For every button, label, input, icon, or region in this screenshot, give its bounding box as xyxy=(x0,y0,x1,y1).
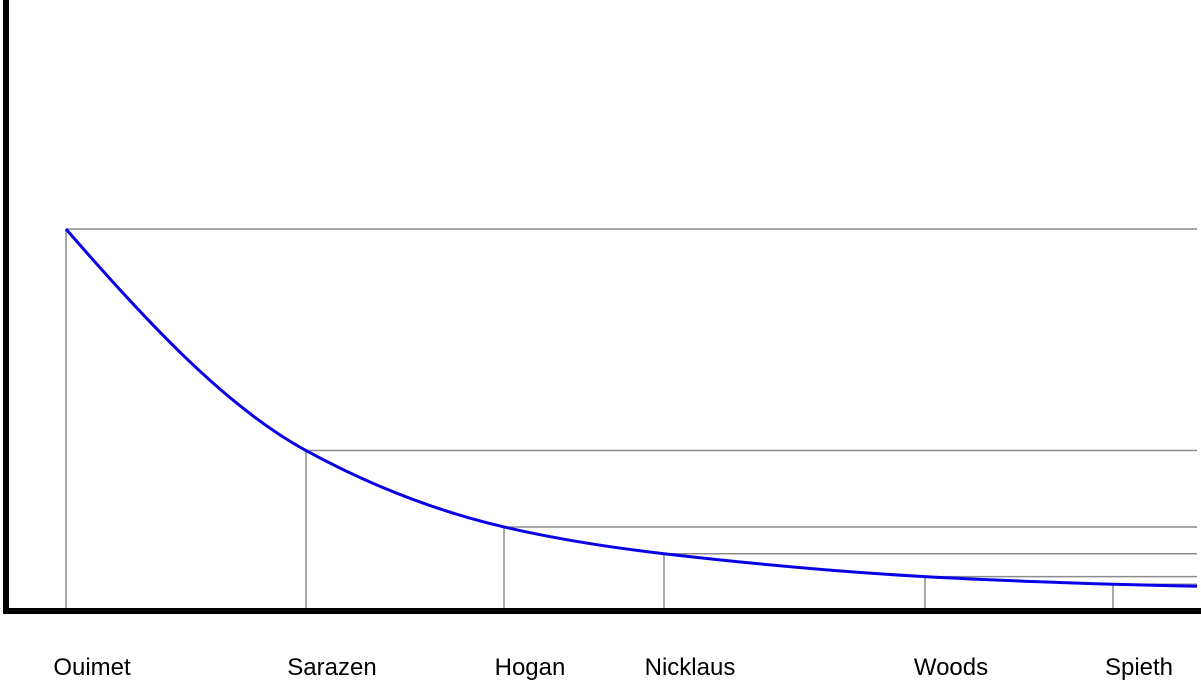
x-tick-labels: Ouimet Sarazen Hogan Nicklaus Woods Spieth xyxy=(53,654,1173,681)
x-tick-label-woods: Woods xyxy=(914,654,988,681)
x-tick-label-hogan: Hogan xyxy=(495,654,566,681)
reference-lines xyxy=(65,228,1197,611)
x-tick-label-nicklaus: Nicklaus xyxy=(645,654,736,681)
x-tick-label-sarazen: Sarazen xyxy=(287,654,376,681)
x-tick-label-ouimet: Ouimet xyxy=(53,654,131,681)
x-tick-label-spieth: Spieth xyxy=(1105,654,1173,681)
decay-curve xyxy=(64,228,1198,588)
